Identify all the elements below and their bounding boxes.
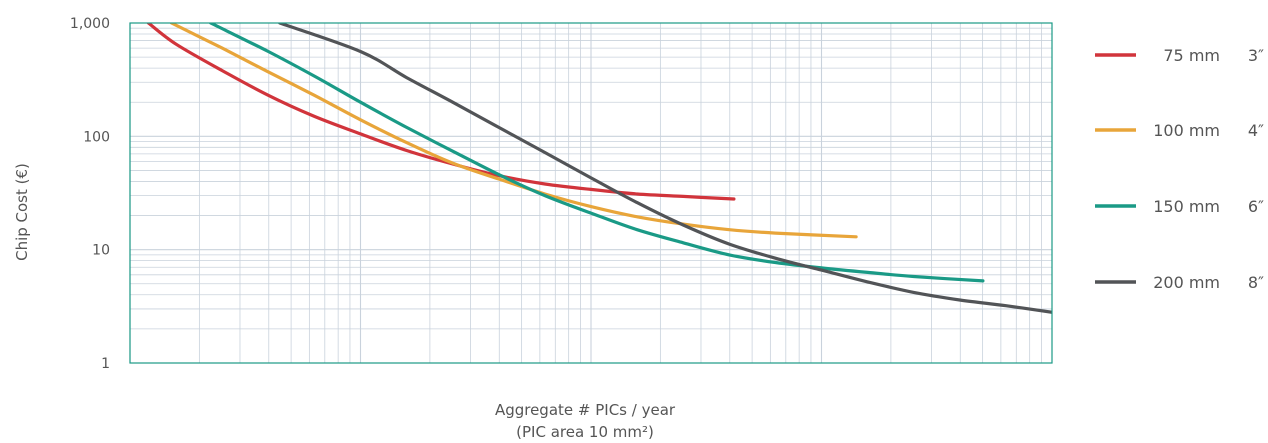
series-lines bbox=[146, 23, 1052, 314]
x-axis-title-line2: (PIC area 10 mm²) bbox=[516, 423, 654, 441]
legend: 75 mm 3″ 100 mm 4″ 150 mm 6″ 200 mm 8″ bbox=[1095, 46, 1264, 292]
series-line-200-mm bbox=[278, 23, 1052, 314]
legend-label: 75 mm bbox=[1163, 46, 1220, 65]
legend-inch-label: 6″ bbox=[1248, 197, 1264, 216]
y-tick-label: 1 bbox=[101, 356, 110, 372]
y-tick-label: 1,000 bbox=[70, 16, 110, 32]
y-tick-label: 10 bbox=[92, 243, 110, 259]
legend-inch-label: 3″ bbox=[1248, 46, 1264, 65]
legend-label: 150 mm bbox=[1153, 197, 1220, 216]
series-line-150-mm bbox=[209, 23, 985, 283]
legend-label: 200 mm bbox=[1153, 273, 1220, 292]
grid bbox=[129, 23, 1052, 364]
legend-label: 100 mm bbox=[1153, 121, 1220, 140]
y-axis-title: Chip Cost (€) bbox=[13, 163, 31, 261]
y-tick-label: 100 bbox=[83, 129, 110, 145]
y-axis-ticks: 1 10 100 1,000 bbox=[70, 16, 110, 372]
series-line-75-mm bbox=[146, 23, 736, 201]
x-axis-title-line1: Aggregate # PICs / year bbox=[495, 401, 676, 419]
legend-inch-label: 8″ bbox=[1248, 273, 1264, 292]
series-line-100-mm bbox=[169, 23, 858, 239]
plot-frame bbox=[129, 22, 1053, 364]
legend-inch-label: 4″ bbox=[1248, 121, 1264, 140]
